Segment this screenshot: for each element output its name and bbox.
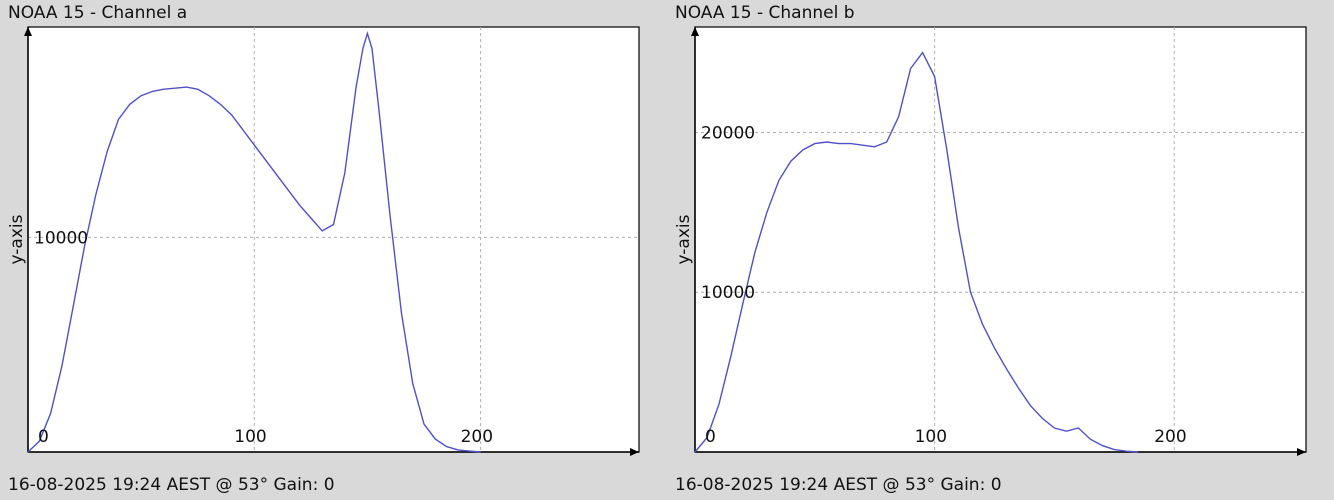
y-axis-label: y-axis [674,214,694,264]
y-tick-label: 20000 [701,123,755,143]
x-tick-label: 0 [38,427,49,447]
plot-background [694,26,1307,453]
x-tick-label: 200 [1154,427,1186,447]
y-tick-label: 10000 [34,228,88,248]
x-tick-label: 100 [234,427,266,447]
series-line [27,30,481,453]
plot-area: 0 100 200 10000 20000 y-axis [674,26,1307,456]
chart-panel-channel-a: NOAA 15 - Channel a 0 100 200 10000 y-axis 1… [7,3,640,495]
capture-info: 16-08-2025 19:24 AEST @ 53° Gain: 0 [675,475,1002,495]
y-axis-arrow [24,27,32,36]
y-tick-label: 10000 [701,283,755,303]
series-line [694,51,1139,453]
chart-title: NOAA 15 - Channel a [8,3,188,23]
x-tick-label: 0 [705,427,716,447]
y-axis-label: y-axis [7,214,27,264]
plot-background [27,26,640,453]
x-tick-label: 100 [915,427,947,447]
capture-info: 16-08-2025 19:24 AEST @ 53° Gain: 0 [8,475,335,495]
x-tick-label: 200 [461,427,493,447]
x-axis-arrow [1297,448,1306,456]
chart-panel-channel-b: NOAA 15 - Channel b 0 100 200 10000 20000 y-a… [667,0,1334,500]
x-axis-arrow [630,448,639,456]
plot-area: 0 100 200 10000 y-axis [7,26,640,456]
y-axis-arrow [691,27,699,36]
chart-title: NOAA 15 - Channel b [675,3,855,23]
